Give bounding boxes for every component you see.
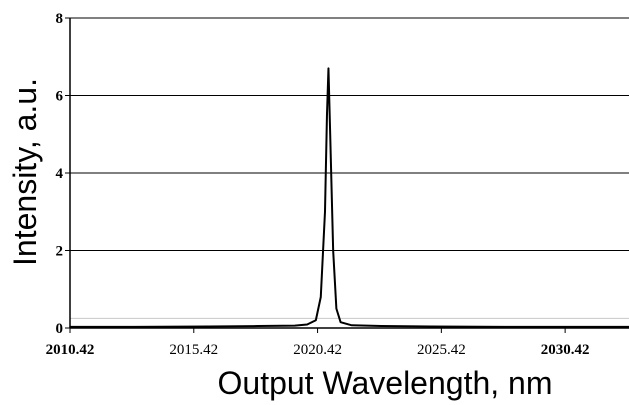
x-tick-label-4: 2030.42 xyxy=(541,342,590,358)
x-tick-labels: 2010.42 2015.42 2020.42 2025.42 2030.42 xyxy=(46,342,590,358)
series-0-point-11 xyxy=(329,133,331,135)
series-0-point-8 xyxy=(324,211,326,213)
x-axis-label: Output Wavelength, nm xyxy=(218,365,553,401)
y-tick-label-4: 8 xyxy=(56,11,64,27)
axes xyxy=(65,17,629,333)
series-0-point-9 xyxy=(326,114,328,116)
y-tick-labels: 0 2 4 6 8 xyxy=(56,11,64,337)
grid-lines xyxy=(70,17,629,319)
series-layer xyxy=(69,67,629,328)
x-tick-label-2: 2020.42 xyxy=(293,342,342,358)
series-0-point-12 xyxy=(332,249,334,252)
series-line-0 xyxy=(70,67,629,328)
series-0-point-2 xyxy=(207,325,209,328)
y-tick-label-3: 6 xyxy=(56,89,64,105)
series-0-point-6 xyxy=(315,319,317,321)
series-0-point-4 xyxy=(294,325,296,327)
y-tick-label-0: 0 xyxy=(56,321,64,337)
x-tick-label-0: 2010.42 xyxy=(46,342,95,358)
series-0-point-17 xyxy=(430,325,432,328)
series-0-point-15 xyxy=(351,324,353,326)
series-0-point-10 xyxy=(327,67,330,69)
series-0-point-18 xyxy=(504,326,506,328)
series-0-point-7 xyxy=(320,296,322,298)
series-0-point-3 xyxy=(257,325,259,327)
series-0-point-0 xyxy=(69,326,71,328)
y-tick-label-1: 2 xyxy=(56,244,64,260)
series-0-point-14 xyxy=(339,321,342,323)
series-0-point-16 xyxy=(380,325,383,327)
series-0-point-13 xyxy=(335,308,337,310)
x-tick-label-1: 2015.42 xyxy=(169,342,218,358)
series-0-point-1 xyxy=(133,326,135,328)
x-tick-label-3: 2025.42 xyxy=(417,342,466,358)
y-tick-label-2: 4 xyxy=(56,166,64,182)
series-0-point-5 xyxy=(306,323,308,326)
y-axis-label: Intensity, a.u. xyxy=(7,78,43,266)
